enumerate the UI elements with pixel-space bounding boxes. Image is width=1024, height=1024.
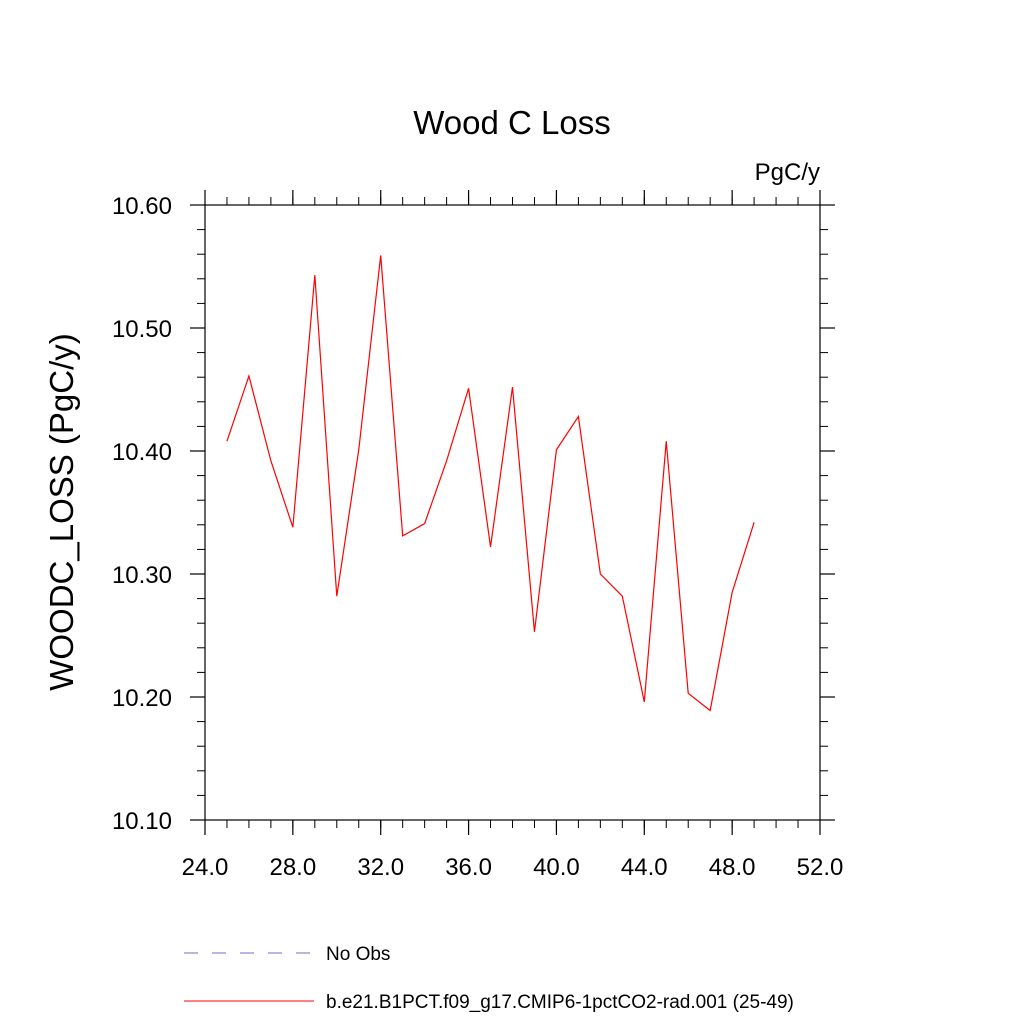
x-tick-label: 28.0 [269, 854, 316, 881]
series-group [226, 255, 755, 712]
y-tick-label: 10.30 [112, 562, 172, 589]
x-tick-label: 24.0 [182, 854, 229, 881]
x-tick-label: 48.0 [709, 854, 756, 881]
x-tick-label: 52.0 [797, 854, 844, 881]
major-ticks [190, 190, 835, 835]
x-tick-labels: 24.0 28.0 32.0 36.0 40.0 44.0 48.0 52.0 [182, 854, 844, 881]
units-label: PgC/y [755, 159, 820, 186]
y-axis-label: WOODC_LOSS (PgC/y) [43, 333, 80, 691]
y-tick-label: 10.20 [112, 685, 172, 712]
legend-label-1: No Obs [326, 944, 390, 965]
chart-title: Wood C Loss [413, 104, 610, 141]
y-tick-label: 10.10 [112, 808, 172, 835]
y-tick-label: 10.40 [112, 439, 172, 466]
x-tick-label: 36.0 [445, 854, 492, 881]
x-tick-label: 44.0 [621, 854, 668, 881]
y-tick-label: 10.60 [112, 193, 172, 220]
legend: No Obs b.e21.B1PCT.f09_g17.CMIP6-1pctCO2-… [184, 944, 794, 1013]
plot-frame [204, 204, 821, 821]
minor-ticks [197, 197, 828, 828]
legend-label-2: b.e21.B1PCT.f09_g17.CMIP6-1pctCO2-rad.00… [326, 992, 794, 1013]
y-tick-labels: 10.10 10.20 10.30 10.40 10.50 10.60 [112, 193, 172, 835]
x-tick-label: 32.0 [357, 854, 404, 881]
x-tick-label: 40.0 [533, 854, 580, 881]
y-tick-label: 10.50 [112, 316, 172, 343]
series-line [226, 255, 755, 712]
